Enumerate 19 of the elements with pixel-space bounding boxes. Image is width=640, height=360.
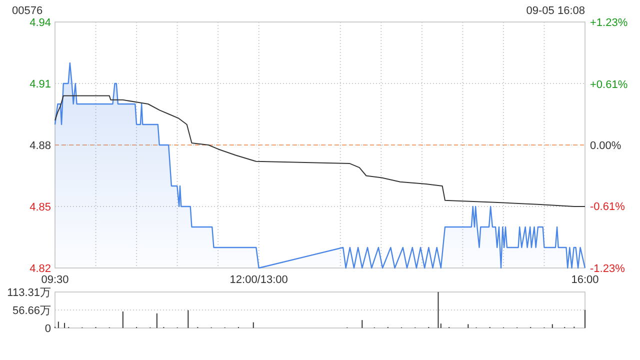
x-tick-label: 09:30 [41,274,69,286]
x-tick-label: 16:00 [571,274,599,286]
y-tick-label: 4.85 [30,202,51,214]
chart-subtitle: 09-05 16:08 [526,5,585,17]
y2-tick-label: 0.00% [590,140,622,152]
y-tick-label: 4.91 [30,78,51,90]
y-tick-label: 4.94 [30,17,51,29]
y-tick-label: 4.88 [30,140,51,152]
y2-tick-label: -1.23% [590,263,626,275]
x-tick-label: 12:00/13:00 [230,274,288,286]
y-tick-label: 0 [44,323,51,335]
chart-title: 00576 [12,5,43,17]
y-tick-label: 56.66万 [12,305,51,317]
line-series [54,95,586,207]
y2-tick-label: +1.23% [590,17,628,29]
y2-tick-label: -0.61% [590,201,626,213]
y-tick-label: 113.31万 [7,287,51,299]
y2-tick-label: +0.61% [590,79,628,91]
y-tick-label: 4.82 [30,263,51,275]
